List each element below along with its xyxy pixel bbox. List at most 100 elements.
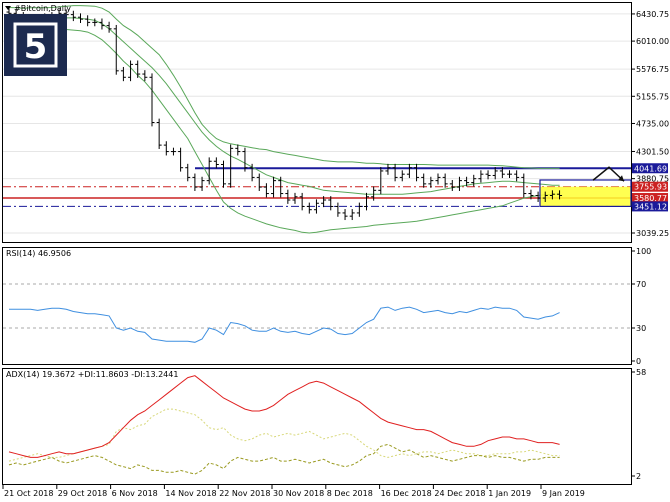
level-tag: 3451.12 xyxy=(632,201,668,212)
consolidation-box xyxy=(539,179,632,208)
rsi-axis-label: 30 xyxy=(636,324,646,333)
candle xyxy=(170,147,176,156)
bollinger-middle-line xyxy=(9,16,560,195)
price-axis-label: 5155.75 xyxy=(636,92,669,101)
candle xyxy=(142,70,148,82)
candle xyxy=(271,176,277,198)
plus-di-line xyxy=(8,443,560,475)
adx-label: ADX(14) 19.3672 +DI:11.8603 -DI:13.2441 xyxy=(6,370,178,379)
candle xyxy=(192,173,198,191)
candle xyxy=(178,147,184,172)
candle xyxy=(235,144,241,156)
time-axis-label: 22 Nov 2018 xyxy=(219,489,270,498)
candle xyxy=(256,173,262,191)
support-resistance-levels xyxy=(3,167,631,207)
yellow-consolidation-zone xyxy=(540,186,631,207)
candle xyxy=(221,160,226,188)
candle xyxy=(213,157,219,169)
price-axis-label: 3039.25 xyxy=(636,229,669,238)
level-tag-background xyxy=(632,163,668,174)
candle xyxy=(135,60,141,78)
candle xyxy=(92,18,98,27)
price-axis-label: 6430.75 xyxy=(636,10,669,19)
candle xyxy=(335,202,341,217)
highlight-zones xyxy=(539,166,632,208)
time-axis: 21 Oct 2018 29 Oct 2018 6 Nov 2018 14 Nov 2… xyxy=(2,485,585,498)
candle xyxy=(249,163,255,182)
candle xyxy=(399,170,405,182)
broker-logo: 5 xyxy=(4,14,67,76)
candle xyxy=(299,192,305,211)
price-panel-frame xyxy=(2,2,632,243)
level-tag-background xyxy=(632,193,668,204)
rsi-axis-label: 0 xyxy=(636,357,641,366)
level-tag-text: 3755.93 xyxy=(634,183,667,192)
time-axis-label: 6 Nov 2018 xyxy=(112,489,158,498)
dropdown-triangle-icon[interactable] xyxy=(5,6,11,10)
candle xyxy=(464,176,470,187)
price-axis-label: 4301.50 xyxy=(636,147,669,156)
candle xyxy=(199,176,205,191)
candle xyxy=(428,176,434,188)
bollinger-bands xyxy=(8,5,560,234)
candle xyxy=(499,167,505,179)
logo-letter: 5 xyxy=(24,27,48,67)
projection-arrow xyxy=(592,166,625,182)
adx-axis-label: 58 xyxy=(636,368,646,377)
bollinger-upper-line xyxy=(8,5,560,169)
time-axis-label: 8 Dec 2018 xyxy=(327,489,373,498)
candlesticks xyxy=(6,8,563,221)
candle xyxy=(99,18,105,30)
candle xyxy=(120,66,126,82)
candle xyxy=(242,147,248,172)
candle xyxy=(521,173,527,198)
candle xyxy=(557,190,563,200)
candle xyxy=(385,163,391,175)
time-axis-label: 21 Oct 2018 xyxy=(4,489,53,498)
rsi-axis-label: 70 xyxy=(636,280,646,289)
candle xyxy=(113,24,119,75)
arrow-head-icon xyxy=(618,175,624,182)
candle xyxy=(392,163,398,182)
candle xyxy=(492,167,498,180)
candle xyxy=(342,209,348,221)
price-axis-label: 4735.00 xyxy=(636,119,669,128)
price-axis: 6430.75 6010.00 5576.75 5155.75 4735.00 4301.… xyxy=(631,10,669,238)
candle xyxy=(485,170,491,180)
candle xyxy=(478,170,484,183)
candle xyxy=(378,167,384,195)
chart-title[interactable]: #Bitcoin,Daily xyxy=(5,4,71,13)
time-axis-label: 9 Jan 2019 xyxy=(542,489,585,498)
rsi-label: RSI(14) 46.9506 xyxy=(6,249,71,258)
rsi-line xyxy=(9,306,560,343)
candle xyxy=(371,186,377,201)
candle xyxy=(535,191,541,202)
level-tag-background xyxy=(632,181,668,192)
candle xyxy=(306,202,312,214)
time-axis-label: 30 Nov 2018 xyxy=(273,489,324,498)
candle xyxy=(456,176,462,191)
rsi-axis-label: 100 xyxy=(636,247,651,256)
candle xyxy=(313,199,319,214)
adx-line xyxy=(8,375,560,458)
candle xyxy=(156,118,162,149)
candle xyxy=(321,196,327,208)
candle xyxy=(128,60,134,82)
price-grid xyxy=(3,13,631,234)
candle xyxy=(228,144,234,188)
candle xyxy=(514,170,520,182)
candle xyxy=(406,163,412,179)
candle xyxy=(328,196,334,211)
candle xyxy=(278,176,284,198)
bollinger-lower-line xyxy=(8,25,560,234)
candle xyxy=(185,163,191,182)
level-tag: 3755.93 xyxy=(632,181,668,192)
candle xyxy=(78,13,83,24)
candle xyxy=(263,183,269,198)
time-axis-label: 16 Dec 2018 xyxy=(381,489,432,498)
level-tag-text: 4041.69 xyxy=(634,164,667,173)
candle xyxy=(542,191,548,202)
adx-panel-frame xyxy=(2,368,632,485)
